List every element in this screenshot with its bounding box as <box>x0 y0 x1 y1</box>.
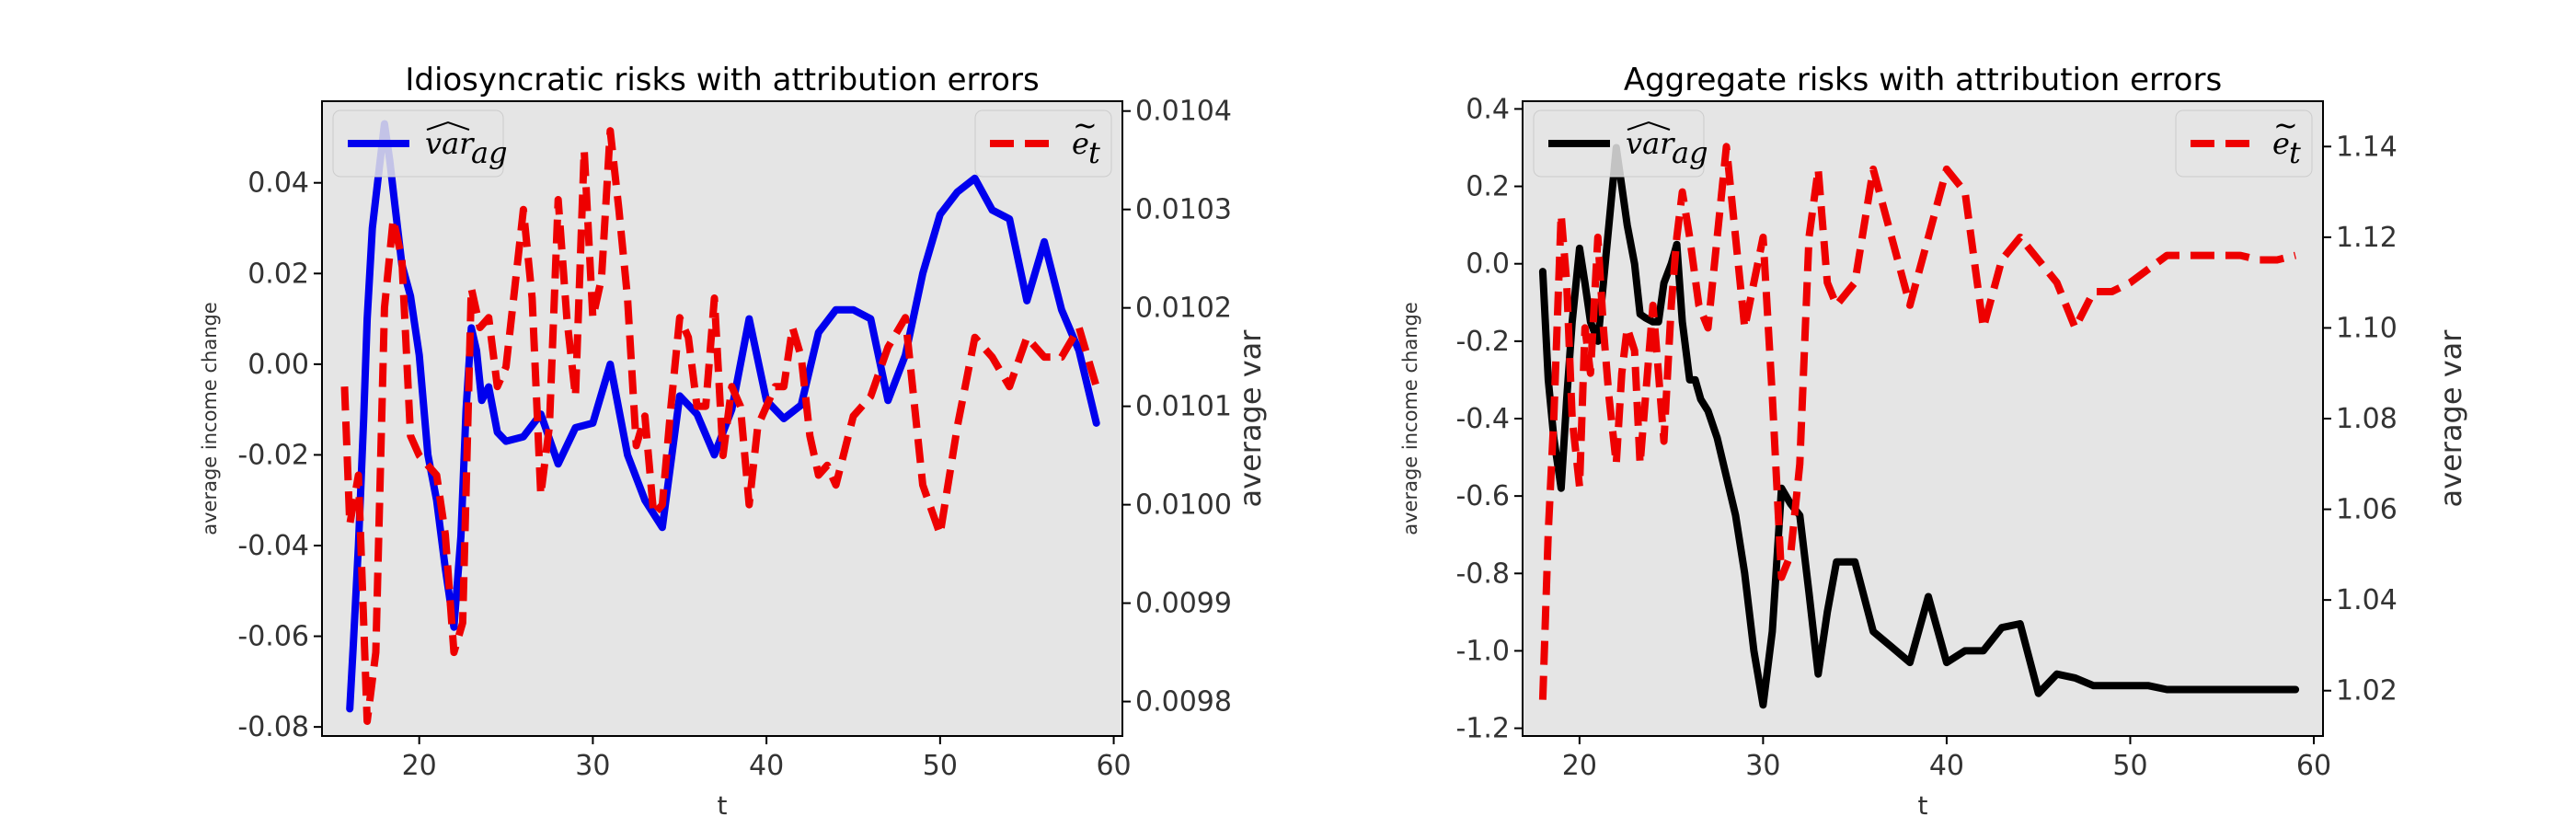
panel1-y-left-tick-label-0: -0.08 <box>237 711 309 743</box>
panel2-legend-right: e t~ <box>2175 108 2313 178</box>
panel1-series-e-t-line <box>340 127 1100 725</box>
panel2-y-right-tick-label-5: 1.12 <box>2336 222 2398 254</box>
panel2-y-left-tick-label-2: -0.8 <box>1455 558 1510 590</box>
panel2: Aggregate risks with attribution errors 2… <box>1399 62 2468 821</box>
panel1-y-right-tick-label-6: 0.0104 <box>1135 96 1232 128</box>
panel1-y-right-tick-label-3: 0.0101 <box>1135 391 1232 423</box>
panel2-y-left-tick-label-8: 0.4 <box>1466 93 1510 125</box>
panel1-legend-right: e t~ <box>974 108 1112 178</box>
panel2-plot-area <box>1522 100 2324 737</box>
panel2-y-right-tick-label-2: 1.06 <box>2336 494 2398 526</box>
panel2-legend-left-label-sub: ag <box>1672 135 1708 170</box>
panel2-x-tick-label-3: 50 <box>2112 750 2147 782</box>
panel2-series-var-ag-line <box>1538 144 2300 709</box>
panel2-x-tick-label-4: 60 <box>2296 750 2331 782</box>
panel2-legend-left-label-main: var <box>1626 126 1675 161</box>
panel2-y-left-tick-label-6: 0.0 <box>1466 248 1510 281</box>
panel1-y-left-tick-label-6: 0.04 <box>247 167 309 200</box>
panel2-y-left-tick-label-0: -1.2 <box>1455 713 1510 745</box>
panel2-y-left-tick-label-7: 0.2 <box>1466 171 1510 203</box>
panel2-y-axis-left: -1.2 -1.0 -0.8 -0.6 -0.4 -0.2 0.0 0.2 0.4 average… <box>1399 93 1523 745</box>
panel1: Idiosyncratic risks with attribution err… <box>199 62 1268 821</box>
panel1-x-tick-label-0: 20 <box>402 750 437 782</box>
panel2-y-right-tick-label-0: 1.02 <box>2336 675 2398 707</box>
panel1-y-left-tick-label-5: 0.02 <box>247 258 309 290</box>
panel1-legend-right-label-tilde: ~ <box>1073 108 1098 143</box>
panel1-legend-right-label: e t~ <box>1072 108 1100 170</box>
panel1-x-tick-label-4: 60 <box>1096 750 1131 782</box>
panel1-y-right-tick-label-1: 0.0099 <box>1135 588 1232 620</box>
panel1-x-axis-label: t <box>718 790 728 821</box>
panel1-legend-right-label-main: e <box>1072 126 1089 161</box>
panel1-legend-right-label-sub: t <box>1088 135 1100 170</box>
panel1-y-right-tick-label-0: 0.0098 <box>1135 686 1232 719</box>
panel2-y-right-tick-label-1: 1.04 <box>2336 584 2398 616</box>
panel1-legend-left-label-main: var <box>425 126 475 161</box>
panel1-x-tick-label-1: 30 <box>575 750 610 782</box>
panel2-legend-right-label-main: e <box>2272 126 2290 161</box>
panel2-x-tick-label-0: 20 <box>1562 750 1597 782</box>
panel1-legend-left-label-hat <box>426 121 470 131</box>
panel1-y-axis-left: -0.08 -0.06 -0.04 -0.02 0.00 0.02 0.04 average … <box>199 167 322 743</box>
panel2-y-left-tick-label-3: -0.6 <box>1455 480 1510 512</box>
panel2-x-axis-label: t <box>1918 790 1928 821</box>
panel1-y-axis-right: 0.0098 0.0099 0.0100 0.0101 0.0102 0.0103 0.01… <box>1122 96 1268 719</box>
panel1-y-right-tick-label-4: 0.0102 <box>1135 293 1232 325</box>
panel1-x-tick-label-2: 40 <box>749 750 784 782</box>
panel2-y-right-tick-label-6: 1.14 <box>2336 131 2398 163</box>
panel2-y-left-axis-label: average income change <box>1399 302 1421 535</box>
panel2-y-right-tick-label-3: 1.08 <box>2336 403 2398 435</box>
panel1-y-right-axis-label: average var <box>1233 329 1268 508</box>
panel2-y-right-axis-label: average var <box>2433 329 2468 508</box>
panel1-y-left-tick-label-3: -0.02 <box>237 439 309 471</box>
panel1-y-left-tick-label-4: 0.00 <box>247 349 309 381</box>
panel2-legend-right-label-tilde: ~ <box>2273 108 2298 143</box>
panel1-y-right-tick-label-2: 0.0100 <box>1135 489 1232 522</box>
panel1-legend-left-label-sub: ag <box>471 135 508 170</box>
panel1-y-right-tick-label-5: 0.0103 <box>1135 194 1232 226</box>
panel2-x-axis: 20 30 40 50 60 t <box>1562 736 2331 821</box>
panel2-y-axis-right: 1.02 1.04 1.06 1.08 1.10 1.12 1.14 average var <box>2323 131 2468 707</box>
panel1-x-axis: 20 30 40 50 60 t <box>402 736 1132 821</box>
panel2-x-tick-label-2: 40 <box>1929 750 1964 782</box>
panel2-title: Aggregate risks with attribution errors <box>1624 62 2222 98</box>
panel1-y-left-axis-label: average income change <box>199 302 221 535</box>
panel2-y-left-tick-label-1: -1.0 <box>1455 635 1510 667</box>
panel2-legend-right-label: e t~ <box>2272 108 2301 170</box>
panel2-x-tick-label-1: 30 <box>1745 750 1780 782</box>
panel1-x-tick-label-3: 50 <box>923 750 958 782</box>
panel1-title: Idiosyncratic risks with attribution err… <box>405 62 1039 98</box>
panel2-y-left-tick-label-5: -0.2 <box>1455 326 1510 358</box>
panel2-legend-right-label-sub: t <box>2289 135 2301 170</box>
panel1-y-left-tick-label-2: -0.04 <box>237 530 309 562</box>
panel2-y-right-tick-label-4: 1.10 <box>2336 312 2398 344</box>
panel2-y-left-tick-label-4: -0.4 <box>1455 403 1510 435</box>
panel2-series-e-t-line <box>1538 143 2297 700</box>
panel2-legend-left-label-hat <box>1627 121 1671 131</box>
panel1-y-left-tick-label-1: -0.06 <box>237 621 309 653</box>
